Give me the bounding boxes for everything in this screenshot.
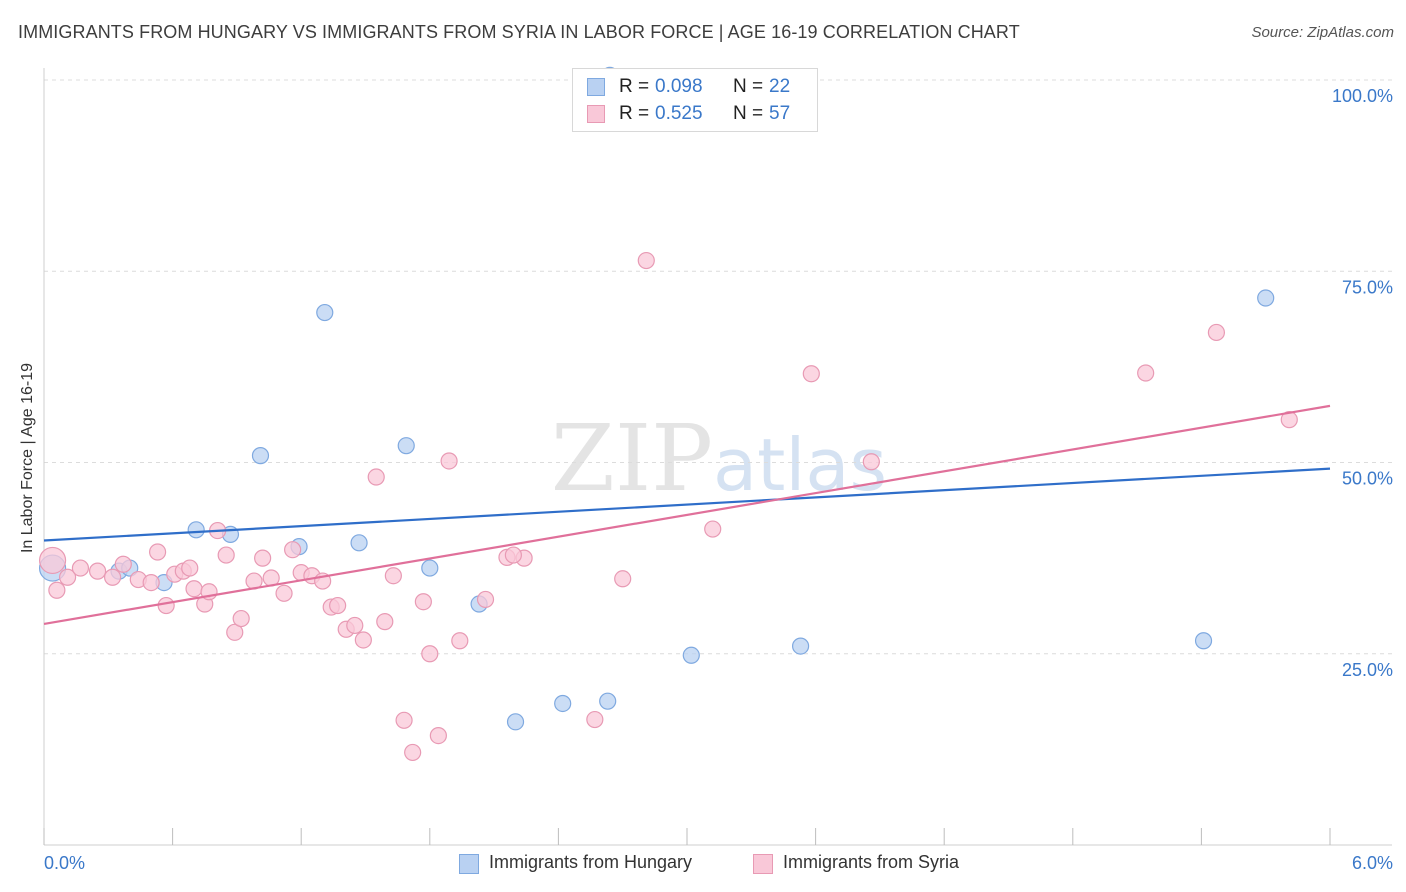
point-hungary [682,646,700,664]
legend-swatch-hungary [587,78,605,96]
point-syria [395,711,413,729]
point-syria [346,616,364,635]
y-tick-label: 75.0% [1342,277,1393,297]
bottom-legend-label-syria: Immigrants from Syria [783,852,960,872]
point-syria [429,727,447,745]
point-hungary [350,534,368,552]
legend-n-value-syria: 57 [769,103,791,124]
watermark-zip: ZIP [551,405,713,512]
point-syria [451,632,469,650]
bottom-legend-label-hungary: Immigrants from Hungary [489,852,693,872]
correlation-legend: R = 0.098 N = 22 R = 0.525 N = 57 [572,68,818,132]
point-hungary [599,692,617,710]
legend-n-value-hungary: 22 [769,76,791,97]
point-syria [329,596,347,615]
point-syria [376,613,394,631]
y-tick-label: 50.0% [1342,469,1393,489]
point-hungary [397,437,415,455]
point-syria [232,609,250,628]
point-syria [58,568,77,586]
point-syria [802,365,820,383]
legend-n-label: N = [733,76,764,97]
point-syria [284,541,302,559]
bottom-legend-swatch-hungary [459,854,479,874]
trend-line-syria [43,404,1331,625]
point-syria [1207,323,1226,342]
point-syria [142,574,160,592]
point-syria [148,543,167,561]
point-syria [217,546,235,564]
point-syria [637,251,655,270]
point-syria [384,567,402,585]
point-syria [586,710,604,729]
point-syria [226,623,244,641]
point-syria [88,562,107,580]
x-tick-label-max: 6.0% [1352,853,1393,873]
point-hungary [1257,289,1275,307]
point-syria [71,559,90,577]
point-syria [414,593,432,611]
point-syria [275,584,293,602]
point-syria [504,546,522,564]
point-syria [157,596,175,615]
point-syria [367,468,385,486]
point-hungary [554,694,572,713]
point-syria [421,645,439,663]
point-syria [354,631,372,649]
legend-swatch-syria [587,105,605,123]
bottom-legend-swatch-syria [753,854,773,874]
chart-title: IMMIGRANTS FROM HUNGARY VS IMMIGRANTS FR… [18,22,1020,42]
point-syria [185,580,203,598]
point-hungary [251,447,270,465]
point-syria [862,453,880,471]
trend-line-hungary [43,467,1331,542]
point-hungary [316,303,334,322]
point-syria [704,520,722,538]
point-syria [103,568,122,586]
legend-r-label: R = [619,76,650,97]
source-label: Source: ZipAtlas.com [1251,24,1394,41]
y-tick-label: 100.0% [1332,86,1393,106]
point-syria [614,570,632,588]
watermark-atlas: atlas [713,423,887,507]
legend-r-value-hungary: 0.098 [655,76,703,97]
legend-r-label: R = [619,103,650,124]
point-syria [254,549,272,567]
x-tick-label-min: 0.0% [44,853,85,873]
point-syria [440,452,458,470]
point-hungary [421,559,439,577]
point-syria [114,555,132,573]
point-syria [181,559,199,577]
point-syria [1137,364,1155,382]
point-syria [1280,411,1298,429]
point-syria [404,743,422,762]
y-tick-label: 25.0% [1342,660,1393,680]
point-syria [38,546,67,575]
legend-r-value-syria: 0.525 [655,103,703,124]
legend-n-label: N = [733,103,764,124]
point-hungary [187,521,205,539]
point-syria [476,590,495,609]
point-hungary [791,637,810,655]
point-hungary [506,713,525,731]
point-syria [48,581,66,599]
point-hungary [1194,632,1213,650]
